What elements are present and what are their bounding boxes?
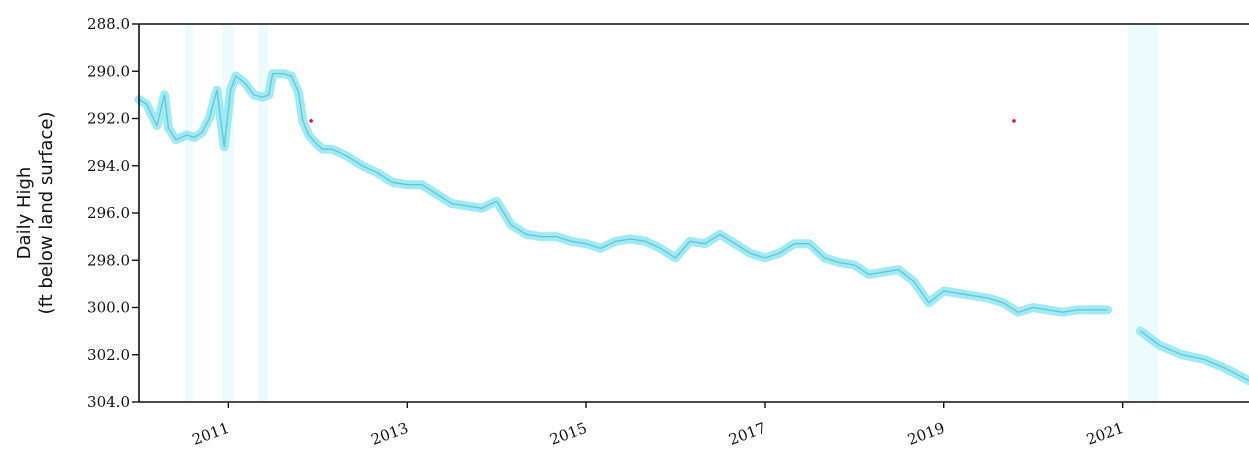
plot-area: [139, 74, 1249, 381]
y-axis-title-line-1: Daily High: [14, 167, 35, 260]
y-tick-label: 288.0: [87, 15, 130, 33]
y-tick-label: 300.0: [87, 299, 130, 317]
y-tick-label: 304.0: [87, 393, 130, 411]
y-ticks: 288.0 290.0 292.0 294.0 296.0 298.0 300.0 302.0…: [87, 15, 139, 411]
x-tick-label: 2017: [726, 419, 768, 449]
outlier-point-0: [309, 119, 313, 123]
y-tick-label: 302.0: [87, 346, 130, 364]
x-tick-label: 2011: [190, 419, 232, 449]
y-tick-label: 298.0: [87, 251, 130, 269]
series-0-line: [139, 74, 1108, 313]
outlier-point-1: [1012, 119, 1016, 123]
series-0-band: [139, 74, 1108, 313]
y-tick-label: 292.0: [87, 110, 130, 128]
axes: [139, 24, 1249, 402]
y-axis-title-line-2: (ft below land surface): [36, 112, 57, 315]
faint-background-bands: [185, 24, 1158, 402]
y-tick-label: 290.0: [87, 62, 130, 80]
x-tick-label: 2013: [369, 419, 411, 449]
y-tick-label: 296.0: [87, 204, 130, 222]
x-tick-label: 2021: [1084, 419, 1126, 449]
x-ticks: 2011 2013 2015 2017 2019 2021: [190, 402, 1126, 449]
y-tick-label: 294.0: [87, 157, 130, 175]
x-tick-label: 2015: [547, 419, 589, 449]
faint-band-0: [185, 24, 193, 402]
faint-band-2: [258, 24, 268, 402]
x-tick-label: 2019: [905, 419, 947, 449]
